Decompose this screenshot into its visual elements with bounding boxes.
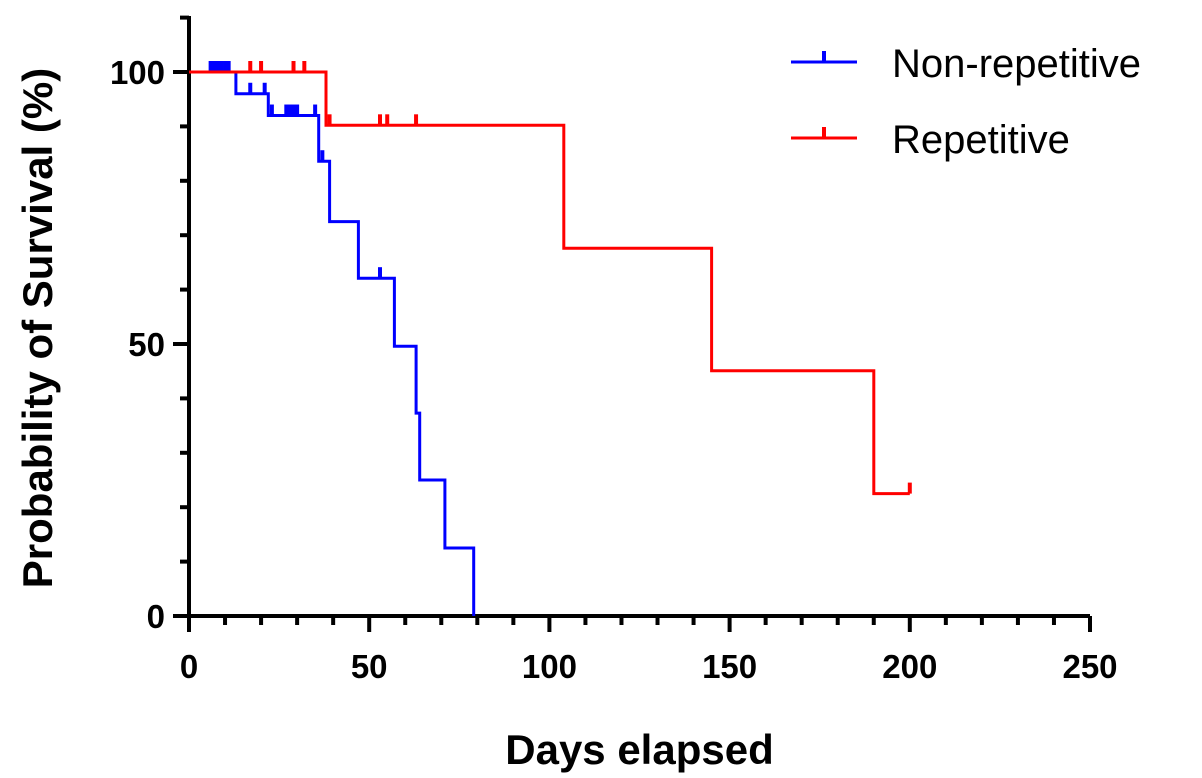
y-tick-label: 50 [128, 326, 165, 363]
y-axis-title: Probability of Survival (%) [14, 68, 61, 588]
x-tick-label: 0 [180, 648, 198, 685]
plot-area [189, 61, 912, 616]
legend-label: Repetitive [892, 118, 1070, 162]
x-tick-label: 150 [702, 648, 757, 685]
series-line-non-repetitive [189, 70, 476, 616]
x-tick-label: 50 [351, 648, 388, 685]
axes: 0 50 100 150 200 250 0 50 100 [110, 15, 1118, 685]
legend-label: Non-repetitive [892, 42, 1141, 86]
x-tick-label: 200 [882, 648, 937, 685]
x-axis-title: Days elapsed [505, 726, 774, 773]
y-tick-label: 100 [110, 54, 165, 91]
series-line-repetitive [189, 70, 910, 496]
x-tick-label: 100 [522, 648, 577, 685]
legend: Non-repetitive Repetitive [791, 42, 1141, 162]
y-tick-label: 0 [147, 598, 165, 635]
x-tick-label: 250 [1062, 648, 1117, 685]
